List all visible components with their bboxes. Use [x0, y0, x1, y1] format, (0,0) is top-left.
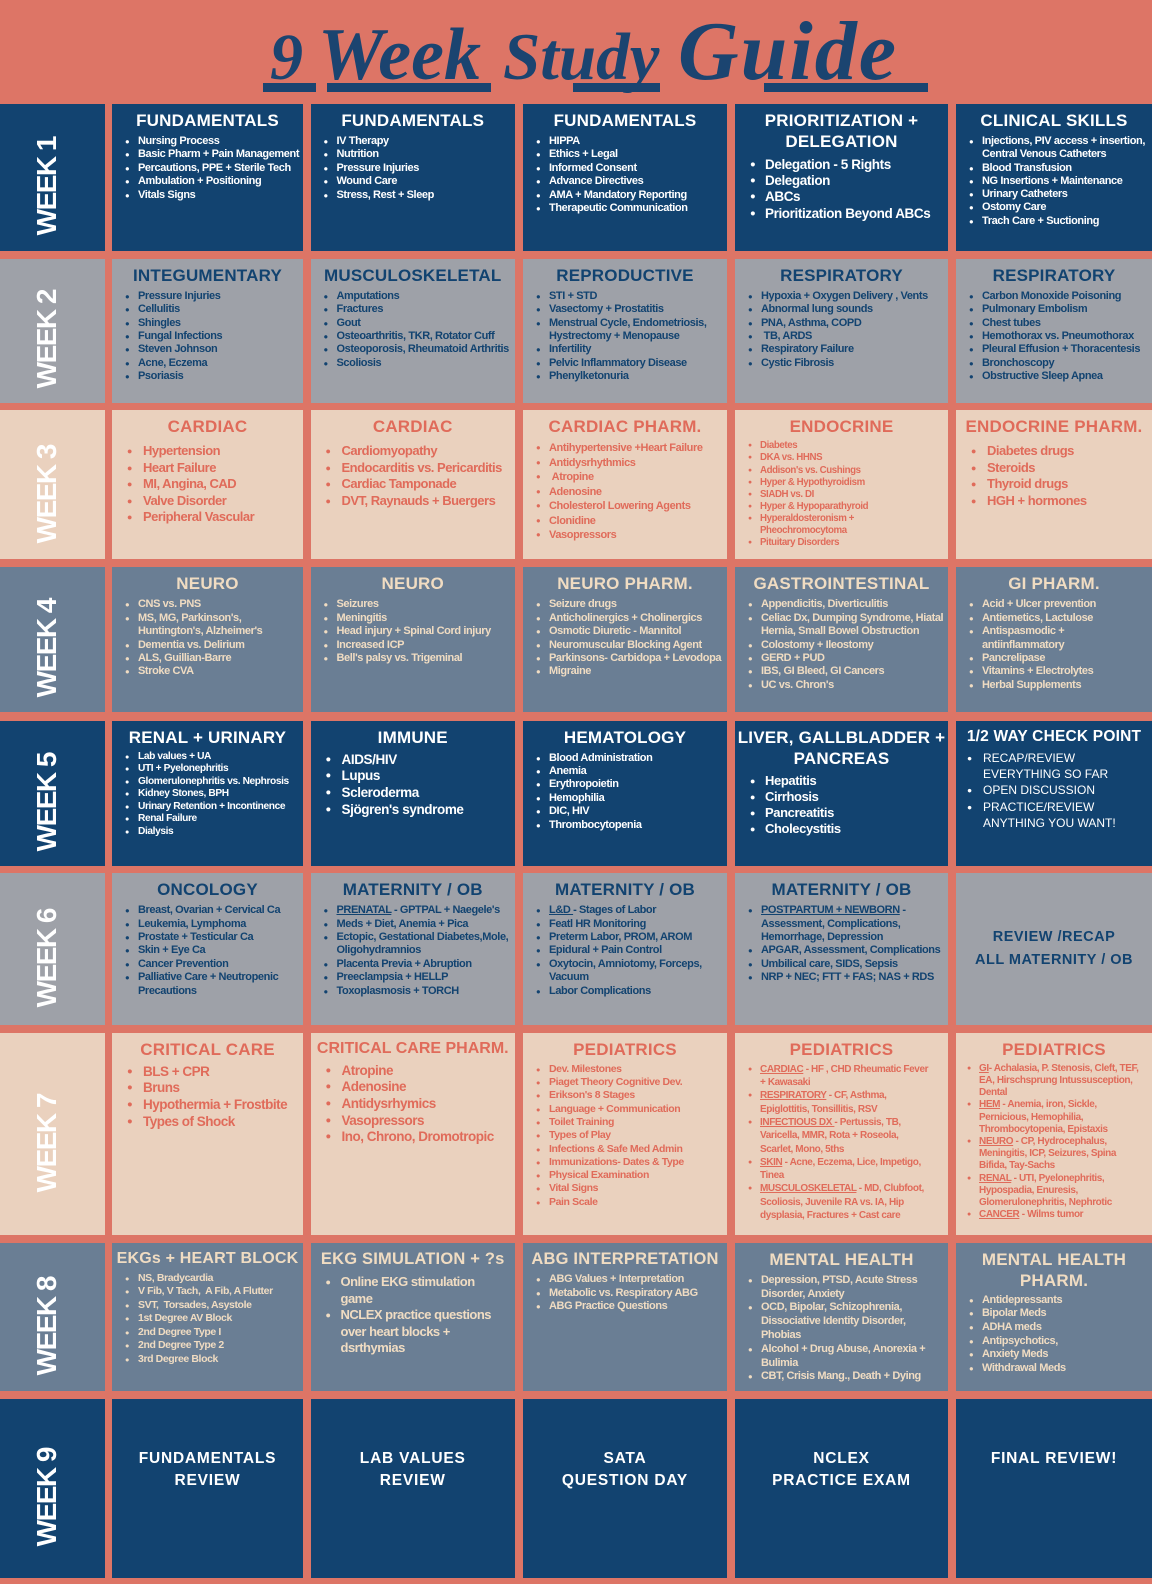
svg-text:Study: Study [503, 20, 660, 94]
svg-text:Week: Week [318, 14, 481, 96]
svg-text:9: 9 [270, 21, 303, 94]
svg-text:Guide: Guide [678, 5, 898, 98]
